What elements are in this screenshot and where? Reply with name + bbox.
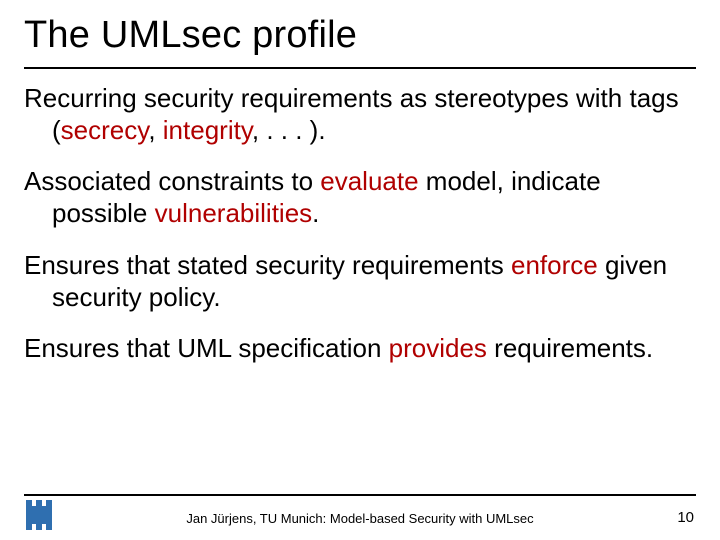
p4-pre: Ensures that UML specification <box>24 333 389 363</box>
paragraph-1: Recurring security requirements as stere… <box>24 83 696 146</box>
p3-pre: Ensures that stated security requirement… <box>24 250 511 280</box>
p1-mid: , <box>148 115 162 145</box>
paragraph-2: Associated constraints to evaluate model… <box>24 166 696 229</box>
p4-accent1: provides <box>389 333 487 363</box>
paragraph-4: Ensures that UML specification provides … <box>24 333 696 365</box>
page-number: 10 <box>677 509 694 526</box>
p1-post: , . . . ). <box>252 115 326 145</box>
p1-accent2: integrity <box>163 115 252 145</box>
p3-accent1: enforce <box>511 250 598 280</box>
footer-rule <box>24 494 696 496</box>
footer-text: Jan Jürjens, TU Munich: Model-based Secu… <box>0 511 720 526</box>
p2-post: . <box>312 198 319 228</box>
paragraph-3: Ensures that stated security requirement… <box>24 250 696 313</box>
title-rule <box>24 67 696 69</box>
p4-mid: requirements. <box>487 333 653 363</box>
slide: The UMLsec profile Recurring security re… <box>0 0 720 540</box>
p2-accent1: evaluate <box>320 166 418 196</box>
p2-accent2: vulnerabilities <box>155 198 313 228</box>
p2-pre: Associated constraints to <box>24 166 320 196</box>
slide-title: The UMLsec profile <box>24 14 696 57</box>
p1-accent1: secrecy <box>61 115 149 145</box>
